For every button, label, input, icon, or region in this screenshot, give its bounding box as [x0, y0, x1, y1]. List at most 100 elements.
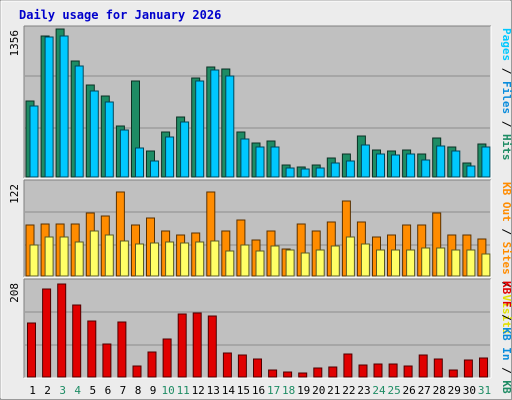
bar-files-day-19 — [300, 168, 310, 178]
bar-files-day-5 — [89, 90, 99, 178]
panel-legend: Pages / Files / Hits — [500, 28, 512, 161]
bar-files-day-27 — [421, 159, 431, 178]
day-label-4: 4 — [74, 384, 81, 397]
bar-visits-day-18 — [285, 249, 295, 277]
legend-part: / — [500, 114, 512, 134]
day-label-9: 9 — [150, 384, 157, 397]
bar-files-day-2 — [44, 36, 54, 178]
bar-kb-f-day-29 — [448, 369, 458, 378]
bar-files-day-14 — [225, 75, 235, 178]
bar-kb-f-day-14 — [222, 352, 232, 378]
panel-max-label: 1356 — [8, 30, 21, 57]
bar-files-day-9 — [150, 160, 159, 178]
panel-hits-files: 1356 Pages / Files / Hits — [8, 25, 512, 179]
bar-visits-day-2 — [44, 236, 54, 277]
bar-kb-f-day-31 — [479, 357, 488, 378]
bar-visits-day-10 — [165, 241, 175, 277]
legend-part: Visits — [500, 295, 512, 335]
bar-files-day-18 — [285, 167, 295, 178]
bar-kb-f-day-7 — [117, 321, 127, 378]
bar-visits-day-12 — [195, 241, 205, 277]
chart-title: Daily usage for January 2026 — [19, 8, 221, 22]
bar-files-day-30 — [466, 165, 476, 178]
bar-visits-day-1 — [29, 244, 39, 277]
day-label-18: 18 — [282, 384, 295, 397]
bar-files-day-29 — [451, 150, 461, 178]
bar-kb-f-day-21 — [328, 366, 338, 378]
bar-kb-f-day-18 — [283, 371, 293, 378]
bar-visits-day-9 — [150, 242, 159, 277]
legend-part: KB Out — [500, 380, 512, 400]
bar-kb-f-day-22 — [343, 353, 353, 378]
bar-kb-f-day-10 — [162, 338, 172, 378]
bar-kb-f-day-20 — [313, 367, 323, 378]
day-label-7: 7 — [120, 384, 127, 397]
bar-kb-f-day-13 — [207, 315, 217, 378]
bar-kb-f-day-16 — [253, 358, 262, 378]
day-label-30: 30 — [463, 384, 476, 397]
bar-kb-f-day-1 — [27, 322, 36, 378]
day-label-22: 22 — [342, 384, 355, 397]
bar-visits-day-28 — [436, 247, 446, 277]
bar-visits-day-31 — [481, 253, 491, 277]
bar-visits-day-29 — [451, 249, 461, 277]
bar-visits-day-13 — [210, 240, 220, 277]
bar-visits-day-17 — [270, 245, 280, 277]
bar-files-day-8 — [135, 147, 144, 178]
bar-kb-f-day-23 — [358, 364, 368, 378]
bar-files-day-3 — [59, 35, 69, 178]
legend-part: Hits — [500, 134, 512, 161]
bar-visits-day-15 — [240, 244, 250, 277]
bar-files-day-26 — [406, 153, 416, 178]
day-label-5: 5 — [89, 384, 96, 397]
bar-kb-f-day-2 — [42, 288, 52, 378]
bar-files-day-10 — [165, 136, 175, 178]
panel-legend: KB F / KB In / KB Out — [500, 281, 512, 400]
day-label-19: 19 — [297, 384, 310, 397]
day-label-3: 3 — [59, 384, 66, 397]
bar-files-day-16 — [255, 146, 265, 178]
bar-kb-f-day-26 — [403, 365, 413, 378]
bar-files-day-6 — [104, 101, 114, 178]
bar-files-day-24 — [376, 153, 385, 178]
day-label-15: 15 — [237, 384, 250, 397]
bar-files-day-17 — [270, 146, 280, 178]
bar-kb-f-day-17 — [268, 369, 278, 378]
legend-part: KB Out — [500, 182, 512, 222]
bar-files-day-13 — [210, 69, 220, 178]
legend-part: / — [500, 361, 512, 381]
x-axis-day-labels: 1 2 3 4 5 6 7 8 9 10 11 12 13 14 15 16 17 18 19 20 21 22 23 24 2… — [29, 384, 491, 397]
legend-part: Files — [500, 81, 512, 114]
legend-part: KB F — [500, 281, 512, 308]
bar-visits-day-24 — [376, 249, 385, 277]
bar-visits-day-21 — [330, 245, 340, 277]
panel-legend: KB Out / Sites / Visits — [500, 182, 512, 334]
day-label-6: 6 — [105, 384, 112, 397]
bar-files-day-31 — [481, 146, 491, 178]
day-label-25: 25 — [387, 384, 400, 397]
day-label-20: 20 — [312, 384, 325, 397]
bar-kb-f-day-12 — [192, 312, 202, 378]
bar-kb-f-day-6 — [102, 343, 112, 378]
day-label-13: 13 — [207, 384, 220, 397]
bar-kb-f-day-4 — [72, 304, 82, 378]
day-label-14: 14 — [222, 384, 236, 397]
bar-visits-day-5 — [89, 230, 99, 277]
bar-visits-day-23 — [360, 243, 370, 277]
bar-files-day-11 — [180, 121, 190, 178]
day-label-23: 23 — [357, 384, 370, 397]
bar-visits-day-7 — [119, 240, 129, 277]
panel-kbytes: 208 KB F / KB In / KB Out — [8, 278, 512, 400]
bar-kb-f-day-28 — [433, 358, 443, 378]
bar-visits-day-4 — [74, 241, 84, 277]
panel-max-label: 208 — [8, 283, 21, 303]
bar-visits-day-16 — [255, 250, 265, 277]
bar-files-day-7 — [119, 129, 129, 178]
legend-part: / — [500, 275, 512, 295]
bar-files-day-22 — [345, 160, 355, 178]
day-label-21: 21 — [327, 384, 340, 397]
panel-visits-sites: 122 KB Out / Sites / Visits — [8, 179, 512, 334]
day-label-1: 1 — [29, 384, 36, 397]
bar-visits-day-20 — [315, 249, 325, 277]
